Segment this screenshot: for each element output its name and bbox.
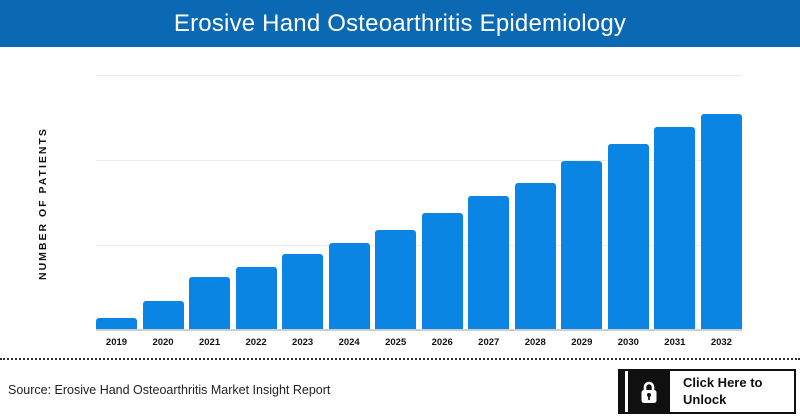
unlock-button-accent-strip [620, 371, 625, 412]
bar-2019 [96, 318, 137, 329]
x-tick-label-2032: 2032 [710, 337, 732, 348]
y-axis-label: NUMBER OF PATIENTS [37, 127, 49, 280]
gridline [96, 245, 742, 246]
x-tick-label-2022: 2022 [245, 337, 267, 348]
bar-2022 [235, 267, 277, 329]
dotted-divider [0, 358, 800, 360]
bar-2030 [607, 144, 649, 329]
bar-2023 [282, 254, 324, 329]
bar-2028 [514, 183, 556, 329]
source-text: Source: Erosive Hand Osteoarthritis Mark… [8, 383, 331, 397]
page-title: Erosive Hand Osteoarthritis Epidemiology [173, 9, 627, 37]
bar-2025 [375, 230, 417, 329]
x-axis-tick-labels: 2019 2020 2021 2022 2023 2024 2025 2026 2027 2028… [96, 337, 742, 348]
x-tick-label-2026: 2026 [431, 337, 453, 348]
bar-2027 [468, 196, 510, 329]
x-tick-label-2030: 2030 [617, 337, 639, 348]
x-tick-label-2028: 2028 [524, 337, 546, 348]
x-tick-label-2024: 2024 [338, 337, 360, 348]
unlock-button-gap [625, 371, 628, 412]
bar-2026 [421, 213, 463, 329]
x-tick-label-2021: 2021 [198, 337, 221, 348]
bar-2021 [189, 277, 231, 329]
x-tick-label-2023: 2023 [292, 337, 314, 348]
x-tick-label-2031: 2031 [664, 337, 686, 348]
gridline [96, 75, 742, 76]
bar-series [96, 75, 742, 329]
unlock-button[interactable]: Click Here to Unlock [618, 369, 796, 414]
lock-icon [628, 371, 670, 412]
x-tick-label-2027: 2027 [478, 337, 500, 348]
bar-2024 [328, 243, 370, 329]
unlock-button-label-line2: Unlock [683, 391, 727, 407]
title-bar: Erosive Hand Osteoarthritis Epidemiology [0, 0, 800, 47]
x-tick-label-2019: 2019 [105, 337, 128, 348]
unlock-button-label-line1: Click Here to [683, 374, 763, 390]
unlock-button-label: Click Here to Unlock [670, 371, 794, 412]
bar-2031 [654, 127, 696, 329]
gridline [96, 160, 742, 161]
bar-chart-plot-area [96, 75, 742, 331]
bar-2020 [142, 301, 184, 329]
x-tick-label-2020: 2020 [152, 337, 174, 348]
bar-2032 [700, 114, 742, 329]
bar-2029 [561, 161, 603, 329]
x-tick-label-2025: 2025 [385, 337, 407, 348]
x-tick-label-2029: 2029 [571, 337, 593, 348]
